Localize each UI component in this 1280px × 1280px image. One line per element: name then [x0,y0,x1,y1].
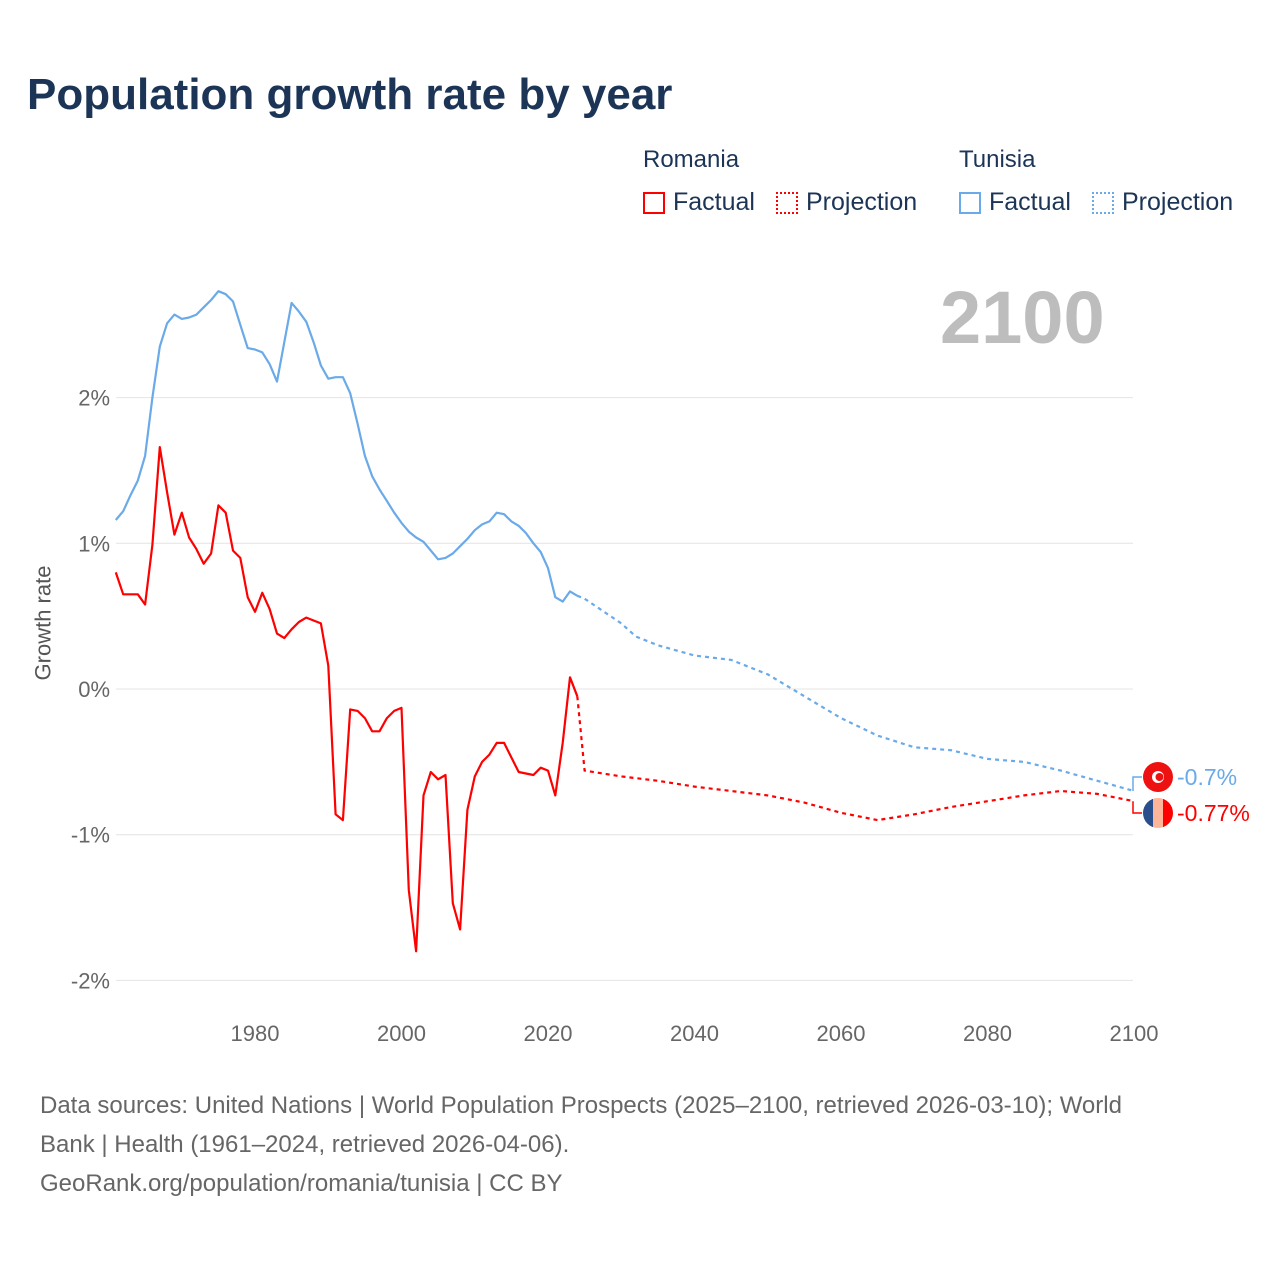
legend-swatch [776,191,798,214]
connector [1132,801,1142,814]
legend-tunisia-projection[interactable]: Projection [1092,188,1233,217]
line-tunisia-projection [576,594,1135,793]
connector [1132,776,1142,791]
chart-title: Population growth rate by year [27,70,673,119]
legend-label: Factual [673,188,755,216]
x-tick-label: 2060 [817,1021,866,1046]
legend-swatch [643,191,665,214]
y-tick-label: -2% [71,968,110,993]
x-tick-label: 1980 [231,1021,280,1046]
line-romania-projection [576,696,1135,822]
end-label-tunisia: -0.7% [1177,764,1237,790]
legend-romania-factual[interactable]: Factual [643,188,755,217]
legend-tunisia-factual[interactable]: Factual [959,188,1071,217]
footer-sources: Data sources: United Nations | World Pop… [40,1092,1122,1119]
y-tick-label: 1% [78,531,110,556]
legend-label: Factual [989,188,1071,216]
legend-group-tunisia: Tunisia [959,146,1036,173]
x-tick-label: 2100 [1110,1021,1159,1046]
legend-label: Projection [1122,188,1234,216]
legend-romania-projection[interactable]: Projection [776,188,917,217]
x-tick-label: 2000 [377,1021,426,1046]
y-tick-label: -1% [71,823,110,848]
romania-flag-icon-mid [1153,798,1163,828]
line-tunisia-factual [114,290,578,603]
romania-flag-icon-right [1163,798,1173,828]
x-tick-label: 2080 [963,1021,1012,1046]
x-tick-label: 2040 [670,1021,719,1046]
end-label-romania: -0.77% [1177,800,1250,826]
tunisia-flag-icon-crescent [1155,773,1164,781]
legend-swatch [1092,191,1114,214]
y-tick-label: 0% [78,677,110,702]
legend-swatch [959,191,981,214]
footer-sources-cont: Bank | Health (1961–2024, retrieved 2026… [40,1131,570,1158]
current-year-label: 2100 [940,276,1105,359]
romania-flag-icon [1143,798,1153,828]
line-romania-factual [114,446,579,953]
x-tick-label: 2020 [524,1021,573,1046]
y-tick-label: 2% [78,386,110,411]
footer-attribution[interactable]: GeoRank.org/population/romania/tunisia |… [40,1170,563,1197]
legend-group-romania: Romania [643,146,740,173]
legend-label: Projection [806,188,918,216]
